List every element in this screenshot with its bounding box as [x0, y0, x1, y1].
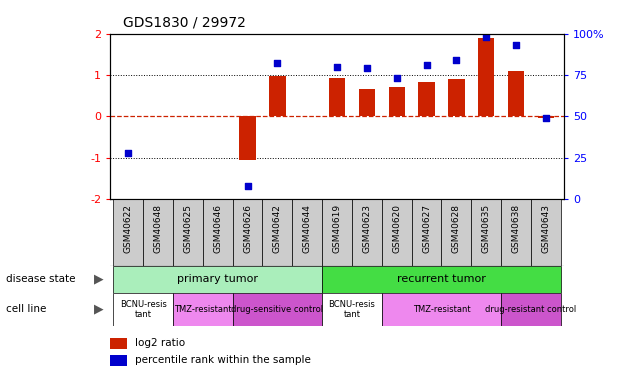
Text: cell line: cell line: [6, 304, 47, 314]
Text: GDS1830 / 29972: GDS1830 / 29972: [123, 16, 246, 30]
Text: drug-resistant control: drug-resistant control: [485, 305, 576, 314]
Bar: [232, 199, 263, 266]
Bar: [478, 38, 495, 116]
Bar: [173, 292, 232, 326]
Text: primary tumor: primary tumor: [177, 274, 258, 284]
Bar: [501, 292, 561, 326]
Text: GSM40643: GSM40643: [541, 204, 551, 253]
Bar: [113, 266, 322, 292]
Text: ▶: ▶: [94, 303, 104, 316]
Bar: [352, 199, 382, 266]
Bar: [382, 292, 501, 326]
Text: GSM40627: GSM40627: [422, 204, 431, 253]
Point: [392, 75, 402, 81]
Bar: [358, 90, 375, 116]
Bar: [263, 199, 292, 266]
Text: BCNU-resis
tant: BCNU-resis tant: [120, 300, 166, 319]
Point: [451, 57, 461, 63]
Text: disease state: disease state: [6, 274, 76, 284]
Bar: [203, 199, 232, 266]
Point: [243, 183, 253, 189]
Bar: [471, 199, 501, 266]
Point: [123, 150, 133, 156]
Bar: [143, 199, 173, 266]
Point: [272, 60, 282, 66]
Bar: [322, 292, 382, 326]
Bar: [322, 199, 352, 266]
Bar: [329, 78, 345, 116]
Bar: [501, 199, 531, 266]
Bar: [113, 199, 143, 266]
Point: [362, 65, 372, 71]
Text: ▶: ▶: [94, 273, 104, 286]
Text: percentile rank within the sample: percentile rank within the sample: [135, 356, 311, 365]
Bar: [418, 82, 435, 116]
Bar: [389, 87, 405, 116]
Bar: [292, 199, 322, 266]
Bar: [113, 292, 173, 326]
Text: TMZ-resistant: TMZ-resistant: [413, 305, 471, 314]
Text: GSM40644: GSM40644: [302, 204, 312, 253]
Point: [481, 34, 491, 40]
Text: GSM40620: GSM40620: [392, 204, 401, 253]
Point: [421, 62, 432, 68]
Text: GSM40648: GSM40648: [154, 204, 163, 253]
Text: GSM40619: GSM40619: [333, 204, 341, 253]
Bar: [110, 338, 127, 349]
Text: GSM40622: GSM40622: [123, 204, 133, 253]
Text: GSM40628: GSM40628: [452, 204, 461, 253]
Text: log2 ratio: log2 ratio: [135, 339, 185, 348]
Text: GSM40646: GSM40646: [213, 204, 222, 253]
Text: recurrent tumor: recurrent tumor: [397, 274, 486, 284]
Text: TMZ-resistant: TMZ-resistant: [174, 305, 232, 314]
Bar: [531, 199, 561, 266]
Bar: [232, 292, 322, 326]
Bar: [442, 199, 471, 266]
Bar: [411, 199, 442, 266]
Text: GSM40625: GSM40625: [183, 204, 192, 253]
Bar: [382, 199, 411, 266]
Bar: [538, 116, 554, 118]
Bar: [508, 71, 524, 116]
Point: [332, 64, 342, 70]
Text: BCNU-resis
tant: BCNU-resis tant: [328, 300, 375, 319]
Bar: [173, 199, 203, 266]
Text: drug-sensitive control: drug-sensitive control: [231, 305, 323, 314]
Text: GSM40642: GSM40642: [273, 204, 282, 253]
Bar: [110, 355, 127, 366]
Bar: [322, 266, 561, 292]
Text: GSM40623: GSM40623: [362, 204, 372, 253]
Bar: [448, 79, 465, 116]
Text: GSM40635: GSM40635: [482, 204, 491, 253]
Point: [511, 42, 521, 48]
Point: [541, 115, 551, 121]
Text: GSM40638: GSM40638: [512, 204, 520, 253]
Bar: [269, 76, 285, 116]
Text: GSM40626: GSM40626: [243, 204, 252, 253]
Bar: [239, 116, 256, 160]
